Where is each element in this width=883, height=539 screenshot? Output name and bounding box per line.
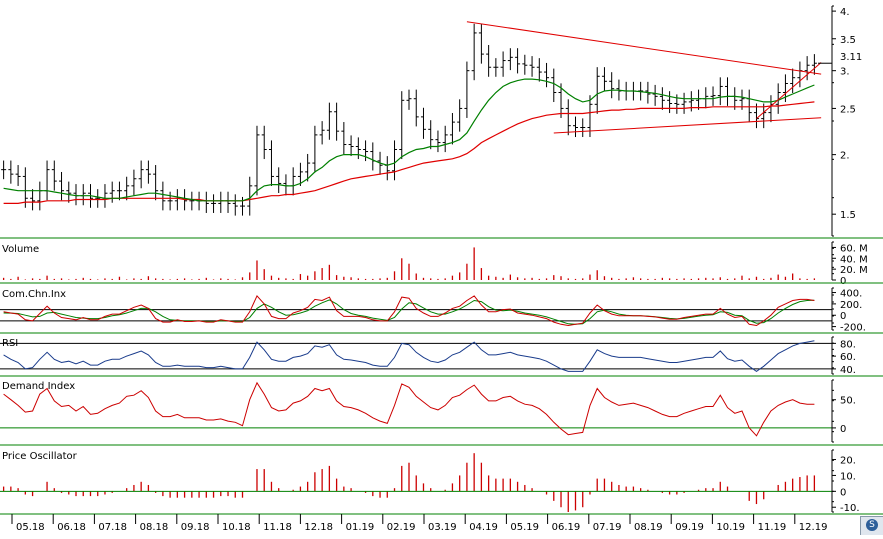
cci-panel: 400.200.0-200. Com.Chn.Inx: [0, 287, 866, 334]
oscillator-tick-label: 10.: [840, 471, 856, 482]
last-value-label: 3.11: [840, 52, 862, 63]
oscillator-y-axis: 20. 10. 0 -10.: [831, 449, 860, 514]
volume-tick-label: 0: [840, 276, 846, 287]
x-axis-label: 10.19: [716, 522, 745, 533]
trendline: [553, 117, 822, 134]
rsi-tick-label: 80.: [840, 339, 856, 350]
demand-title: Demand Index: [2, 381, 75, 392]
volume-tick-label: 60. M: [840, 243, 868, 254]
demand-tick-label: 0: [840, 424, 846, 435]
volume-tick-label: 40. M: [840, 254, 868, 265]
trendline: [466, 21, 822, 75]
x-axis-label: 04.19: [469, 522, 498, 533]
volume-y-axis: 60. M40. M20. M0: [831, 241, 868, 287]
cci-tick-label: 0: [840, 311, 846, 322]
x-axis-label: 11.18: [263, 522, 292, 533]
x-axis-label: 07.18: [98, 522, 127, 533]
oscillator-title: Price Oscillator: [2, 451, 78, 462]
cci-tick-label: -200.: [840, 323, 866, 334]
x-axis-label: 05.18: [16, 522, 45, 533]
demand-tick-label: 50.: [840, 396, 856, 407]
moving-average-long: [3, 101, 815, 204]
x-axis-label: 09.18: [181, 522, 210, 533]
oscillator-tick-label: 20.: [840, 456, 856, 467]
x-axis-label: 11.19: [758, 522, 787, 533]
chart-options-button[interactable]: S: [860, 516, 883, 535]
x-axis-label: 02.19: [387, 522, 416, 533]
x-axis-label: 12.19: [799, 522, 828, 533]
rsi-panel: 80. 60. 40. RSI: [0, 336, 856, 376]
x-axis-label: 06.19: [552, 522, 581, 533]
demand-index-line: [3, 381, 815, 437]
rsi-tick-label: 40.: [840, 365, 856, 376]
volume-title: Volume: [2, 244, 39, 255]
x-axis-label: 05.19: [510, 522, 539, 533]
price-oscillator-panel: 20. 10. 0 -10. Price Oscillator: [0, 449, 860, 514]
x-axis-label: 06.18: [57, 522, 86, 533]
x-axis-label: 08.18: [140, 522, 169, 533]
volume-panel: 60. M40. M20. M0 Volume: [2, 241, 868, 287]
cci-tick-label: 400.: [840, 289, 862, 300]
x-axis-label: 12.18: [304, 522, 333, 533]
rsi-line: [3, 340, 815, 373]
rsi-y-axis: 80. 60. 40.: [831, 336, 856, 376]
price-y-axis: 4. 3.5 3. 2.5 2. 1.5: [831, 5, 856, 237]
x-axis-label: 01.19: [346, 522, 375, 533]
price-tick-label: 4.: [840, 7, 850, 18]
demand-y-axis: 50.0: [831, 379, 856, 443]
price-tick-label: 2.5: [840, 104, 856, 115]
x-axis-label: 03.19: [428, 522, 457, 533]
price-bars: [1, 23, 817, 216]
rsi-title: RSI: [2, 338, 18, 349]
cci-y-axis: 400.200.0-200.: [831, 287, 866, 334]
x-axis-label: 07.19: [593, 522, 622, 533]
cci-line: [3, 295, 815, 327]
price-tick-label: 1.5: [840, 210, 856, 221]
x-axis-label: 08.19: [634, 522, 663, 533]
rsi-tick-label: 60.: [840, 352, 856, 363]
x-axis-label: 10.18: [222, 522, 251, 533]
price-panel: 4. 3.5 3. 2.5 2. 1.5 3.11: [1, 5, 862, 237]
oscillator-tick-label: -10.: [840, 503, 860, 514]
moving-average-short: [3, 78, 815, 202]
oscillator-tick-label: 0: [840, 487, 846, 498]
cci-tick-label: 200.: [840, 300, 862, 311]
price-tick-label: 3.5: [840, 35, 856, 46]
price-tick-label: 3.: [840, 67, 850, 78]
volume-tick-label: 20. M: [840, 265, 868, 276]
trendline: [756, 62, 822, 119]
x-axis-label: 09.19: [675, 522, 704, 533]
settings-icon: S: [866, 519, 878, 531]
price-tick-label: 2.: [840, 151, 850, 162]
cci-title: Com.Chn.Inx: [2, 289, 66, 300]
